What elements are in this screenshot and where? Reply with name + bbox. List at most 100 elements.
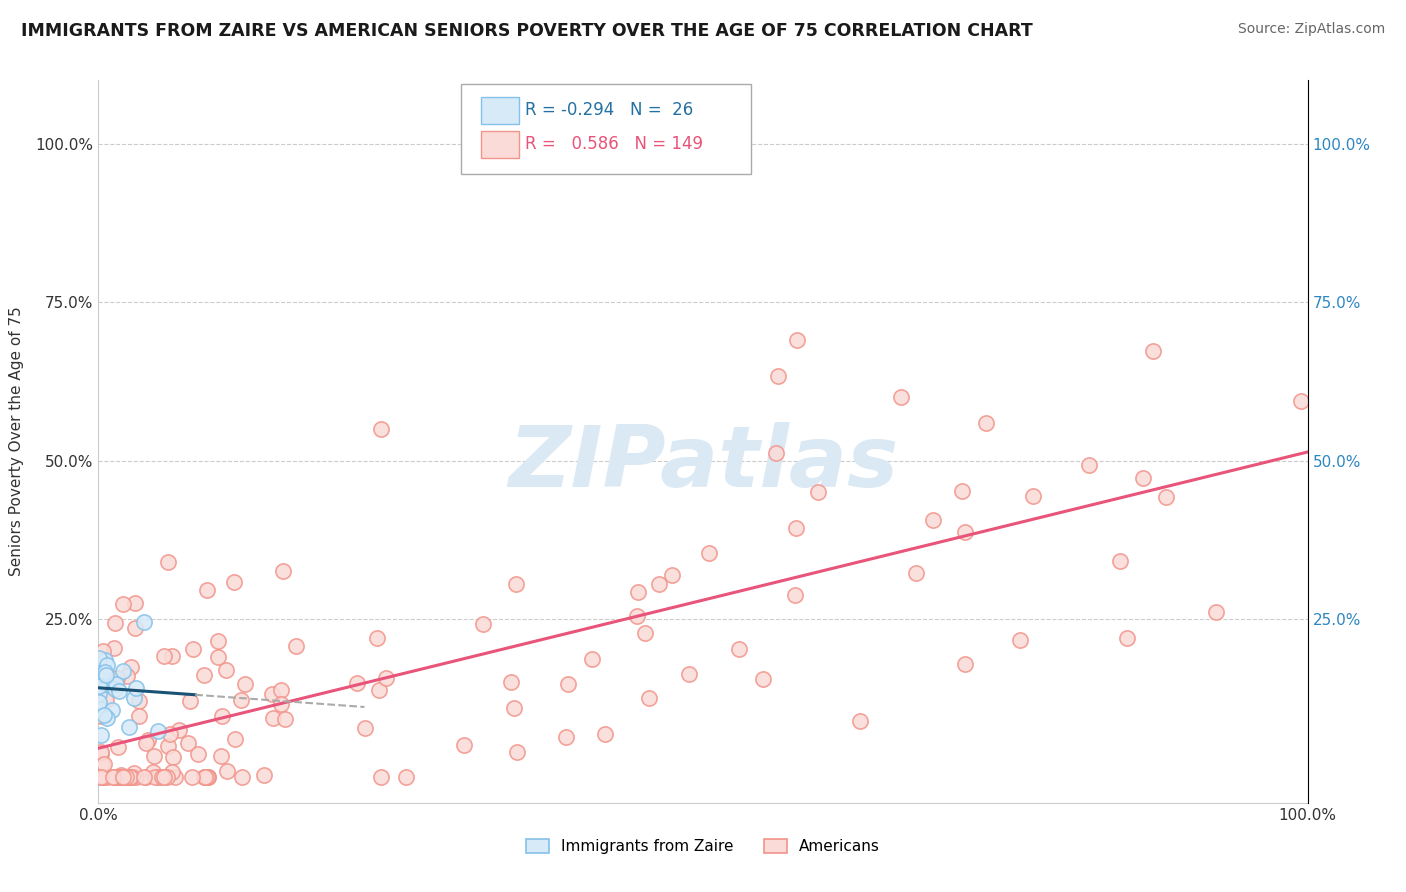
Point: [110, 771, 132, 785]
Point: [231, 693, 253, 707]
Point: [505, 577, 527, 591]
Point: [634, 626, 657, 640]
Point: [783, 588, 806, 602]
Point: [156, 556, 179, 570]
Point: [136, 732, 159, 747]
Point: [193, 771, 215, 785]
Point: [502, 701, 524, 715]
Point: [262, 711, 284, 725]
Text: R = -0.294   N =  26: R = -0.294 N = 26: [526, 101, 693, 119]
Point: [890, 390, 912, 404]
Point: [117, 721, 139, 735]
Point: [366, 631, 388, 645]
Point: [120, 771, 142, 785]
Point: [253, 767, 276, 781]
Point: [103, 771, 125, 785]
Point: [159, 727, 181, 741]
Point: [499, 675, 522, 690]
Point: [93, 771, 115, 785]
Point: [100, 673, 122, 687]
Point: [118, 771, 141, 785]
Point: [195, 771, 218, 785]
Point: [90, 745, 112, 759]
Point: [125, 681, 148, 695]
Point: [626, 608, 648, 623]
Point: [142, 764, 165, 779]
Point: [87, 651, 110, 665]
Point: [974, 417, 997, 431]
Point: [1108, 553, 1130, 567]
Point: [955, 525, 977, 540]
Point: [108, 771, 131, 785]
Point: [786, 333, 808, 347]
Point: [103, 641, 125, 656]
Point: [132, 771, 155, 785]
Point: [121, 771, 143, 785]
Point: [180, 771, 202, 785]
Point: [370, 771, 392, 785]
Point: [169, 723, 191, 737]
Point: [94, 675, 117, 690]
Point: [211, 709, 233, 723]
Text: R =   0.586   N = 149: R = 0.586 N = 149: [526, 135, 703, 153]
Point: [87, 687, 110, 701]
Text: ZIPatlas: ZIPatlas: [508, 422, 898, 505]
Point: [950, 483, 973, 498]
Point: [148, 724, 170, 739]
Point: [752, 673, 775, 687]
Point: [96, 711, 118, 725]
Point: [93, 757, 115, 772]
Point: [209, 748, 232, 763]
Point: [271, 564, 294, 578]
Point: [224, 732, 246, 747]
Point: [395, 771, 418, 785]
Point: [766, 368, 789, 383]
Point: [1154, 490, 1177, 504]
Point: [107, 771, 129, 785]
Point: [370, 422, 392, 436]
Point: [90, 771, 112, 785]
Point: [96, 771, 118, 785]
Point: [1142, 344, 1164, 359]
FancyBboxPatch shape: [461, 84, 751, 174]
Point: [727, 641, 749, 656]
Point: [197, 771, 219, 785]
Point: [637, 690, 659, 705]
Point: [160, 765, 183, 780]
Point: [557, 677, 579, 691]
Point: [471, 616, 494, 631]
Point: [111, 771, 134, 785]
Point: [581, 651, 603, 665]
Y-axis label: Seniors Poverty Over the Age of 75: Seniors Poverty Over the Age of 75: [10, 307, 24, 576]
Point: [1289, 393, 1312, 408]
Point: [90, 771, 112, 785]
Point: [135, 771, 157, 785]
Point: [115, 771, 138, 785]
Point: [697, 545, 720, 559]
Point: [108, 683, 131, 698]
Point: [284, 640, 307, 654]
Point: [96, 677, 118, 691]
Point: [118, 771, 141, 785]
Point: [114, 771, 136, 785]
Point: [90, 771, 112, 785]
Point: [353, 722, 375, 736]
Point: [197, 771, 219, 785]
Point: [105, 677, 128, 691]
Legend: Immigrants from Zaire, Americans: Immigrants from Zaire, Americans: [520, 833, 886, 860]
Point: [1010, 633, 1032, 648]
Point: [346, 676, 368, 690]
Point: [124, 621, 146, 635]
Point: [146, 771, 169, 785]
Point: [156, 771, 179, 785]
Point: [91, 756, 114, 771]
Point: [806, 485, 828, 500]
Point: [90, 729, 112, 743]
Point: [233, 677, 256, 691]
Point: [96, 658, 118, 673]
Point: [661, 567, 683, 582]
Point: [368, 682, 391, 697]
Point: [120, 659, 142, 673]
Point: [193, 668, 215, 682]
Point: [134, 615, 156, 629]
